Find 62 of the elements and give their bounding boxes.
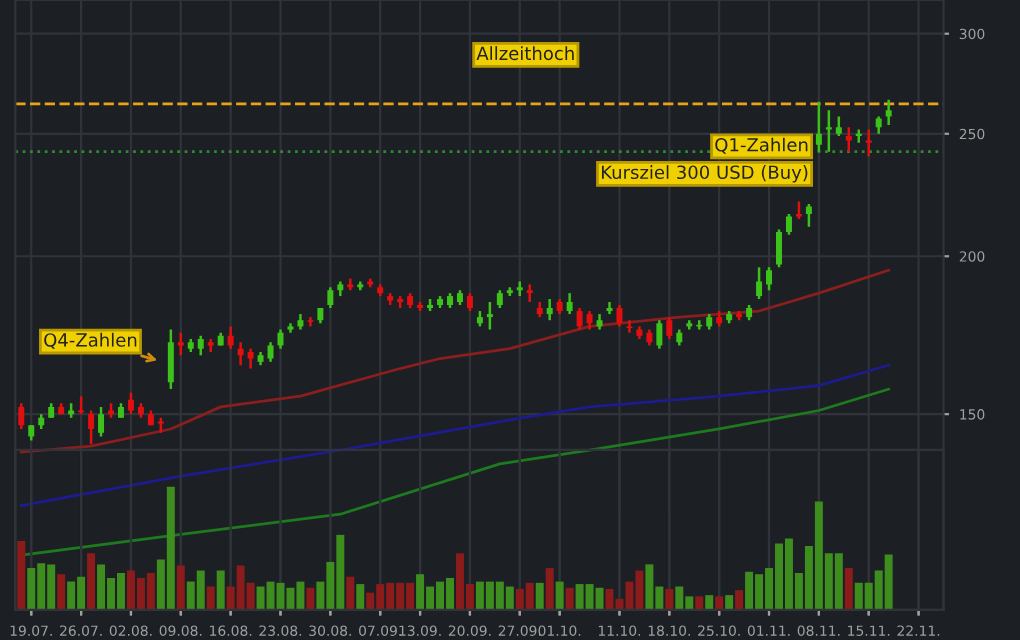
candlestick	[626, 318, 633, 334]
candlestick	[237, 340, 244, 367]
candlestick	[197, 334, 204, 357]
candlestick	[576, 306, 583, 331]
bar	[555, 581, 564, 610]
bar	[695, 596, 704, 610]
bar	[87, 553, 96, 610]
bar	[356, 584, 365, 610]
bar	[665, 589, 674, 610]
candlestick	[845, 125, 852, 153]
candlestick	[177, 331, 184, 357]
candlestick	[88, 409, 95, 446]
bar	[565, 587, 574, 610]
annotation: Kursziel 300 USD (Buy)	[601, 165, 808, 183]
bar	[346, 576, 355, 610]
candlestick	[825, 108, 832, 153]
line-series	[19, 363, 891, 507]
candlestick	[616, 303, 623, 328]
candlestick	[835, 115, 842, 138]
candlestick	[656, 318, 663, 350]
candlestick	[586, 309, 593, 331]
candlestick	[307, 315, 314, 328]
bar	[715, 596, 724, 610]
ref-line-label: Allzeithoch	[476, 46, 574, 61]
bar	[216, 570, 225, 610]
candlestick	[207, 337, 214, 354]
candlestick	[776, 228, 782, 269]
bar	[57, 574, 66, 610]
line-series	[19, 268, 891, 454]
candlestick	[885, 98, 892, 127]
candlestick	[686, 318, 693, 331]
annotation: Q4-Zahlen	[44, 332, 137, 349]
candlestick	[546, 297, 553, 322]
candlestick	[756, 266, 763, 301]
bar	[206, 586, 215, 610]
candlestick	[815, 100, 822, 153]
bar	[176, 565, 185, 610]
candlestick	[486, 300, 493, 331]
candlestick	[127, 391, 134, 416]
candlestick	[865, 128, 872, 158]
candlestick	[247, 347, 254, 370]
bar	[844, 568, 853, 610]
candlestick	[805, 202, 812, 229]
candlestick	[327, 286, 334, 310]
candlestick	[98, 405, 105, 438]
candlestick	[167, 328, 174, 391]
candlestick	[267, 340, 274, 364]
bar	[17, 541, 26, 610]
bar	[535, 582, 544, 610]
bar	[705, 595, 714, 610]
candlestick	[666, 315, 673, 341]
candlestick	[766, 266, 773, 292]
candlestick	[227, 325, 234, 350]
bar	[735, 590, 744, 610]
bar	[725, 595, 734, 610]
candlestick	[785, 212, 792, 236]
candlestick	[566, 291, 573, 316]
bar	[306, 587, 315, 610]
annotation: Q1-Zahlen	[715, 137, 808, 154]
candlestick	[526, 283, 533, 304]
bar	[545, 568, 554, 610]
candlestick	[18, 402, 25, 431]
